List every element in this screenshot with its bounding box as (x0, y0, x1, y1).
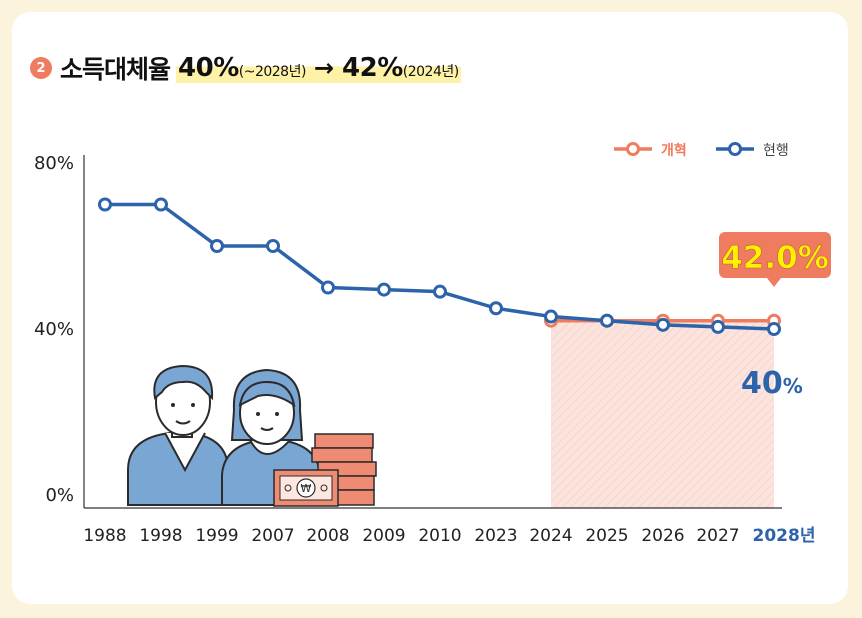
section-number-badge: 2 (30, 57, 52, 79)
current-data-point (489, 301, 503, 316)
current-end-label: 40% (741, 366, 803, 401)
grandmother-icon (221, 368, 321, 506)
x-tick-label: 2009 (362, 526, 405, 546)
y-tick-label: 80% (34, 153, 74, 174)
y-tick-label: 0% (45, 485, 74, 506)
current-data-point (711, 319, 725, 334)
x-tick-label: 2025 (585, 526, 628, 546)
current-data-point (544, 309, 558, 324)
current-end-value: 40 (741, 366, 783, 401)
title-value-reform: 42% (342, 53, 403, 83)
chart-title: 2 소득대체율 40% (~2028년) → 42% (2024년) (30, 50, 461, 86)
current-data-point (600, 313, 614, 328)
current-data-point (266, 239, 280, 253)
x-tick-label: 1999 (195, 526, 238, 546)
x-tick-label: 1988 (83, 526, 126, 546)
legend-label: 현행 (763, 143, 789, 159)
svg-text:₩: ₩ (301, 482, 312, 495)
current-data-point (98, 197, 112, 212)
title-note-reform: (2024년) (402, 64, 459, 80)
legend-label: 개혁 (661, 142, 687, 159)
legend-swatch-marker (626, 142, 640, 156)
x-tick-label: 2026 (641, 526, 684, 546)
current-data-point (377, 282, 391, 297)
x-tick-label: 2024 (529, 526, 572, 546)
grandfather-icon (127, 364, 229, 506)
current-data-point (656, 317, 670, 332)
x-tick-label: 2027 (696, 526, 739, 546)
banknote-icon: ₩ (273, 469, 339, 507)
arrow-right-icon: → (313, 54, 335, 82)
legend-swatch-marker (728, 142, 742, 156)
x-tick-label: 2008 (306, 526, 349, 546)
x-tick-label: 2010 (418, 526, 461, 546)
current-data-point (433, 284, 447, 299)
reform-shaded-area (551, 320, 774, 508)
title-note-current: (~2028년) (238, 64, 307, 80)
x-tick-label: 2028년 (753, 526, 816, 546)
x-tick-label: 2023 (474, 526, 517, 546)
reform-end-callout: 42.0% (719, 232, 831, 287)
current-end-unit: % (783, 374, 803, 398)
callout-pointer (767, 278, 781, 287)
current-data-point (154, 197, 168, 212)
title-text: 소득대체율 (60, 55, 171, 84)
callout-value: 42.0% (721, 240, 829, 276)
x-tick-label: 1998 (139, 526, 182, 546)
x-tick-label: 2007 (251, 526, 294, 546)
current-data-point (767, 322, 781, 336)
title-highlight: 40% (~2028년) → 42% (2024년) (176, 53, 461, 83)
current-series-line (105, 202, 775, 331)
retirees-illustration: ₩ (127, 364, 377, 507)
callout-bubble (719, 232, 831, 278)
current-data-point (210, 239, 224, 253)
title-value-current: 40% (178, 53, 239, 83)
current-data-point (321, 280, 335, 295)
y-tick-label: 40% (34, 319, 74, 340)
